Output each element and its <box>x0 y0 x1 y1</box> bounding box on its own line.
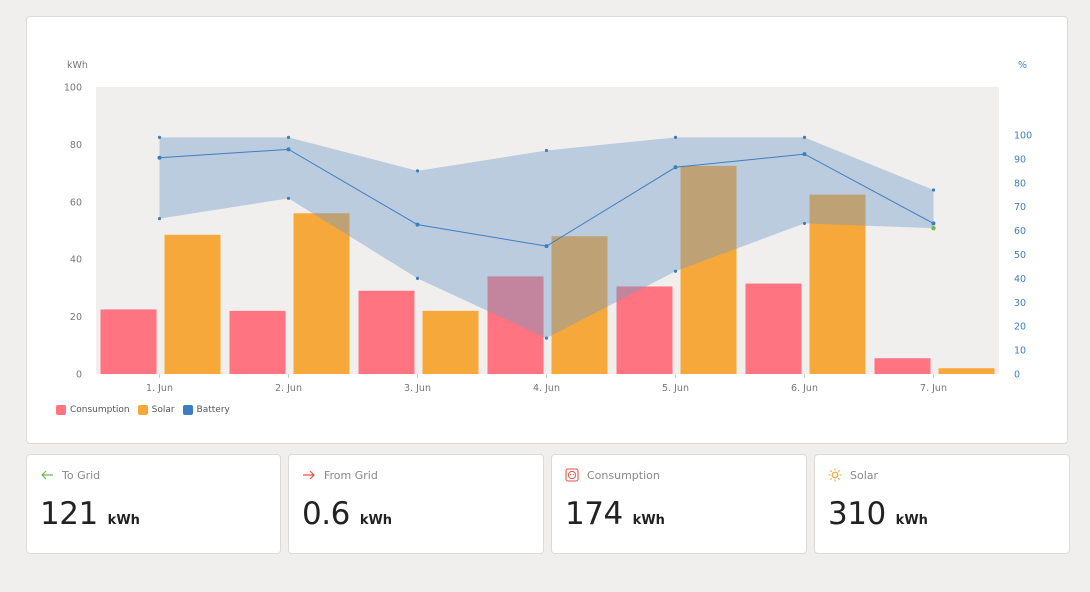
bar-consumption <box>745 283 802 374</box>
bar-solar <box>809 194 866 374</box>
battery-max-point <box>931 188 936 192</box>
battery-max-point <box>157 135 162 139</box>
battery-point <box>673 165 678 170</box>
bar-consumption <box>487 276 544 374</box>
y2-tick-label: 50 <box>1014 250 1026 261</box>
bar-solar <box>551 236 608 374</box>
stat-label-to-grid: To Grid <box>62 468 101 482</box>
stat-label-consumption: Consumption <box>587 468 660 482</box>
stat-label-solar: Solar <box>850 468 879 482</box>
battery-min-point <box>931 226 936 231</box>
stat-value-to-grid: 121 <box>40 496 98 532</box>
y-axis-label: kWh <box>67 60 88 71</box>
y2-tick-label: 0 <box>1014 370 1020 381</box>
y2-tick-label: 100 <box>1014 131 1032 142</box>
stat-unit-solar: kWh <box>895 513 928 528</box>
battery-max-point <box>673 135 678 139</box>
battery-point <box>931 221 936 226</box>
y2-axis-label: % <box>1018 60 1027 71</box>
legend-item-battery[interactable]: Battery <box>182 405 230 415</box>
legend-label-battery: Battery <box>196 405 230 415</box>
y-tick-label: 60 <box>70 197 82 208</box>
energy-chart-card: kWh 0 20 40 60 80 100% 0 10 20 30 40 50 60 70 80 90 100 1.… <box>26 16 1068 444</box>
y2-tick-label: 30 <box>1014 298 1026 309</box>
y2-tick-label: 60 <box>1014 226 1026 237</box>
stat-unit-from-grid: kWh <box>359 513 393 528</box>
energy-chart: kWh 0 20 40 60 80 100% 0 10 20 30 40 50 60 70 80 90 100 1.… <box>64 60 1032 394</box>
stat-unit-to-grid: kWh <box>107 513 140 528</box>
stat-unit-consumption: kWh <box>632 513 665 528</box>
battery-point <box>415 222 420 227</box>
battery-max-point <box>544 148 549 153</box>
battery-min-point <box>415 276 420 280</box>
bar-consumption <box>229 310 286 374</box>
x-tick-label: 6. Jun <box>791 383 818 394</box>
y2-tick-label: 70 <box>1014 202 1026 213</box>
x-tick-label: 1. Jun <box>146 383 173 394</box>
y-tick-label: 40 <box>70 255 82 266</box>
y-tick-label: 20 <box>70 312 82 323</box>
battery-range-area <box>159 137 934 339</box>
bar-consumption <box>100 309 157 374</box>
battery-point <box>544 244 549 249</box>
bar-solar <box>293 213 350 374</box>
legend-swatch-consumption <box>56 405 66 415</box>
legend-swatch-solar <box>137 405 148 415</box>
battery-point <box>802 152 807 157</box>
x-tick-label: 7. Jun <box>920 383 947 394</box>
stat-value-solar: 310 <box>828 496 886 532</box>
battery-max-point <box>415 169 420 173</box>
arrow-left-icon <box>41 470 53 480</box>
battery-min-point <box>286 196 291 200</box>
stat-value-from-grid: 0.6 <box>302 496 350 532</box>
y2-tick-label: 20 <box>1014 322 1026 333</box>
battery-point <box>157 155 162 160</box>
stat-card-solar: Solar 310 kWh <box>814 454 1070 554</box>
battery-min-point <box>673 269 678 273</box>
legend-label-consumption: Consumption <box>70 405 130 415</box>
y-tick-label: 100 <box>64 83 82 94</box>
bar-consumption <box>874 358 931 374</box>
battery-min-point <box>544 336 549 340</box>
stat-label-from-grid: From Grid <box>324 468 378 482</box>
chart-legend: Consumption Solar Battery <box>56 405 230 415</box>
legend-swatch-battery <box>182 405 193 415</box>
y2-tick-label: 40 <box>1014 274 1026 285</box>
bar-consumption <box>358 290 415 374</box>
bar-consumption <box>616 286 673 374</box>
y2-tick-label: 10 <box>1014 346 1026 357</box>
legend-label-solar: Solar <box>151 405 175 415</box>
x-tick-label: 2. Jun <box>275 383 302 394</box>
bar-solar <box>680 165 737 374</box>
outlet-icon <box>565 468 579 482</box>
y2-tick-label: 80 <box>1014 178 1026 189</box>
battery-max-point <box>286 135 291 139</box>
battery-min-point <box>802 221 807 226</box>
sun-icon <box>828 468 842 482</box>
battery-min-point <box>157 217 162 221</box>
x-tick-label: 5. Jun <box>662 383 689 394</box>
y-tick-label: 80 <box>70 140 82 151</box>
y2-tick-label: 90 <box>1014 154 1026 165</box>
x-tick-label: 4. Jun <box>533 383 560 394</box>
battery-point <box>286 147 291 152</box>
battery-max-point <box>802 135 807 139</box>
stat-card-to-grid: To Grid 121 kWh <box>26 454 281 554</box>
bar-solar <box>164 234 221 374</box>
y-tick-label: 0 <box>76 370 82 381</box>
stat-card-consumption: Consumption 174 kWh <box>551 454 807 554</box>
stat-card-from-grid: From Grid 0.6 kWh <box>288 454 544 554</box>
bar-solar <box>938 368 995 374</box>
x-tick-label: 3. Jun <box>404 383 431 394</box>
legend-item-solar[interactable]: Solar <box>137 405 175 415</box>
bar-solar <box>422 310 479 374</box>
arrow-right-icon <box>303 470 315 480</box>
stat-value-consumption: 174 <box>565 496 623 532</box>
legend-item-consumption[interactable]: Consumption <box>56 405 130 415</box>
